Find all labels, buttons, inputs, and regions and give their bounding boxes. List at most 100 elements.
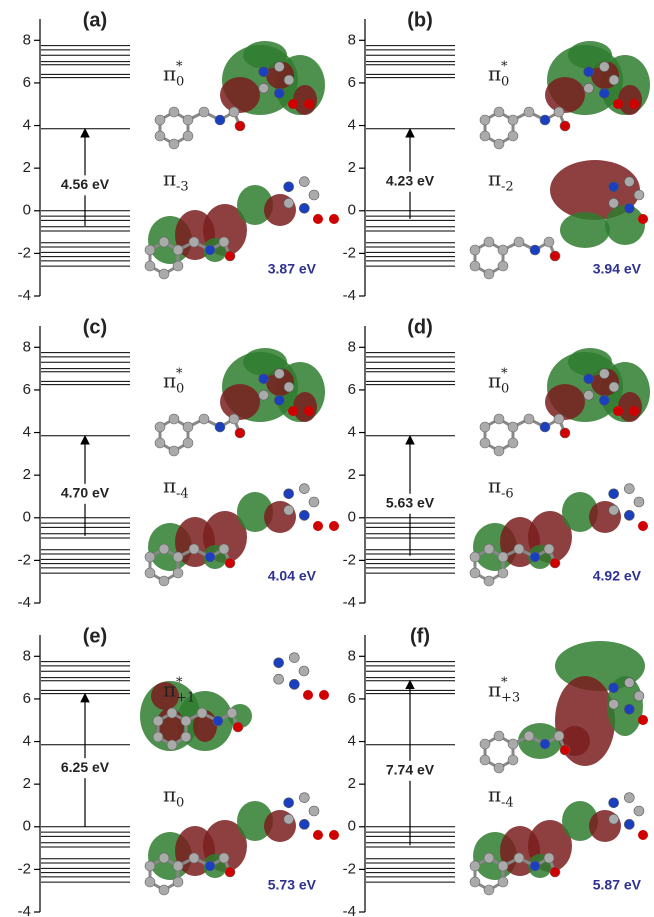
atom: [199, 107, 209, 117]
atom: [624, 678, 634, 688]
panel-label: (e): [83, 625, 107, 647]
orbital-symbol: π: [163, 369, 176, 393]
atom: [173, 861, 183, 871]
atom: [584, 374, 594, 384]
y-tick-label: -2: [18, 860, 31, 877]
atom: [480, 438, 490, 448]
atom: [508, 131, 518, 141]
orbital-sup: *: [176, 60, 183, 75]
atom: [169, 446, 179, 456]
gap-annotation: 5.87 eV: [593, 877, 642, 893]
figure: -4-2024684.56 eV(a)π*0π-33.87 eV-4-20246…: [0, 0, 654, 917]
atom: [554, 731, 564, 741]
y-tick-label: -4: [18, 287, 31, 304]
atom: [299, 484, 309, 494]
y-tick-label: 6: [23, 690, 31, 707]
atom: [145, 568, 155, 578]
atom: [181, 732, 191, 742]
panel-label: (f): [410, 625, 430, 647]
orbital-lobe: [220, 77, 260, 113]
atom: [259, 390, 269, 400]
y-tick-label: 2: [23, 159, 31, 176]
y-tick-label: 2: [348, 159, 356, 176]
atom: [329, 830, 339, 840]
orbital-symbol: π: [488, 62, 501, 86]
atom: [540, 115, 550, 125]
orbital-sub: -3: [176, 180, 189, 195]
atom: [554, 107, 564, 117]
atom: [284, 382, 294, 392]
orbital-lobe: [545, 77, 585, 113]
atom: [169, 107, 179, 117]
y-tick-label: 6: [23, 74, 31, 91]
atom: [613, 406, 623, 416]
orbital-sub: -6: [501, 487, 514, 502]
atom: [225, 558, 235, 568]
atom: [159, 269, 169, 279]
atom: [470, 261, 480, 271]
orbital-sup: *: [176, 676, 183, 691]
orbital-symbol: π: [488, 783, 501, 807]
atom: [183, 131, 193, 141]
panel: -4-2024684.70 eV(c)π*0π-44.04 eV: [18, 316, 339, 611]
orbital-symbol: π: [163, 167, 176, 191]
orbital-symbol: π: [488, 474, 501, 498]
atom: [309, 190, 319, 200]
atom: [544, 237, 554, 247]
atom: [629, 99, 639, 109]
atom: [173, 261, 183, 271]
transition-label: 7.74 eV: [386, 762, 435, 778]
atom: [199, 414, 209, 424]
atom: [624, 793, 634, 803]
orbital-sup: *: [176, 367, 183, 382]
atom: [215, 422, 225, 432]
orbital-sub: 0: [176, 796, 184, 811]
atom: [155, 422, 165, 432]
y-tick-label: -2: [18, 244, 31, 261]
atom: [189, 544, 199, 554]
y-tick-label: 8: [23, 338, 31, 355]
atom: [480, 755, 490, 765]
y-tick-label: 0: [348, 509, 356, 526]
atom: [514, 853, 524, 863]
transition-label: 4.70 eV: [61, 485, 110, 501]
panel-label: (d): [407, 316, 433, 338]
atom: [173, 568, 183, 578]
orbital-sub: 0: [176, 382, 184, 397]
panel-label: (a): [83, 9, 107, 31]
atom: [484, 576, 494, 586]
atom: [609, 75, 619, 85]
y-tick-label: 4: [23, 733, 31, 750]
atom: [524, 414, 534, 424]
y-tick-label: 2: [348, 466, 356, 483]
atom: [155, 438, 165, 448]
atom: [229, 414, 239, 424]
y-tick-label: 4: [348, 117, 356, 134]
atom: [284, 814, 294, 824]
atom: [494, 414, 504, 424]
atom: [498, 245, 508, 255]
atom: [288, 99, 298, 109]
atom: [544, 853, 554, 863]
y-tick-label: 8: [348, 338, 356, 355]
panel-label: (b): [407, 9, 433, 31]
atom: [498, 568, 508, 578]
atom: [484, 885, 494, 895]
atom: [634, 691, 644, 701]
gap-annotation: 4.92 eV: [593, 568, 642, 584]
atom: [498, 861, 508, 871]
atom: [514, 544, 524, 554]
atom: [219, 237, 229, 247]
orbital-symbol: π: [163, 678, 176, 702]
atom: [550, 867, 560, 877]
orbital-lobe: [220, 384, 260, 420]
atom: [299, 666, 309, 676]
panel: -4-2024687.74 eV(f)π*+3π-45.87 eV: [343, 625, 654, 917]
atom: [145, 245, 155, 255]
orbital-lobe: [293, 85, 317, 115]
atom: [205, 861, 215, 871]
atom: [508, 115, 518, 125]
orbital-sup: *: [501, 676, 508, 691]
orbital-symbol: π: [163, 474, 176, 498]
atom: [494, 107, 504, 117]
